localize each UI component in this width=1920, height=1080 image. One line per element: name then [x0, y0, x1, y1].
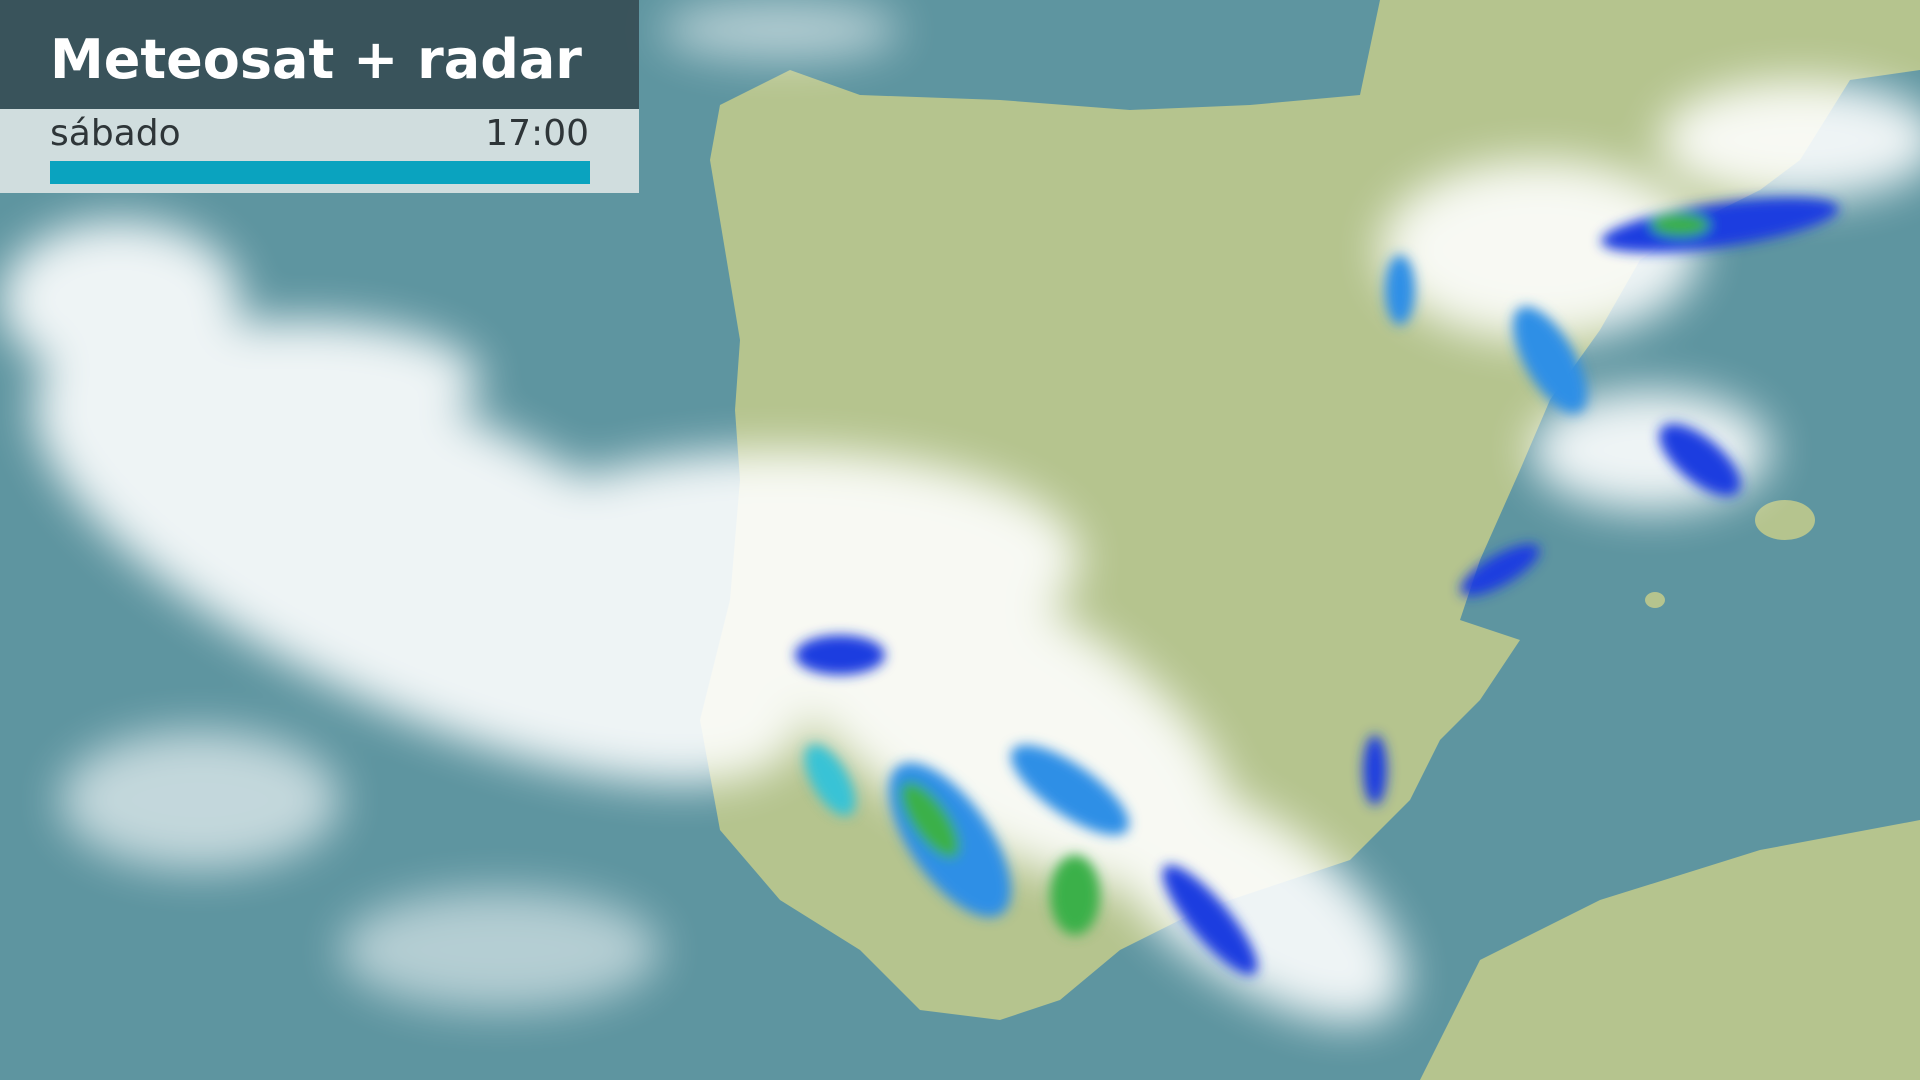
animation-progress-bar — [50, 161, 590, 184]
page-title: Meteosat + radar — [50, 28, 582, 91]
info-panel: Meteosat + radar sábado 17:00 — [0, 0, 639, 193]
progress-fill — [50, 161, 590, 184]
day-label: sábado — [50, 113, 181, 154]
radar-echoes — [795, 197, 1839, 976]
time-bar: sábado 17:00 — [0, 109, 639, 193]
title-bar: Meteosat + radar — [0, 0, 639, 109]
time-label: 17:00 — [485, 113, 589, 154]
